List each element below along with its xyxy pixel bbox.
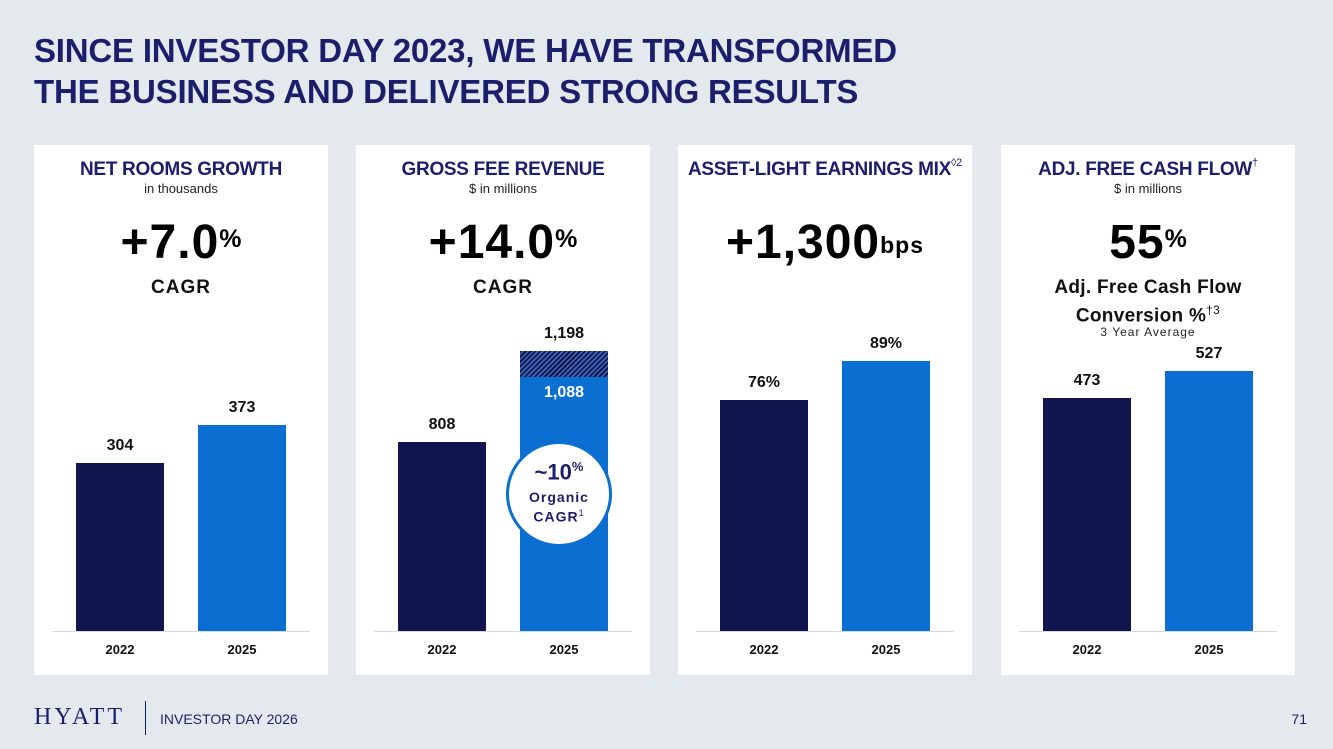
footnote-marker: 1 bbox=[578, 508, 585, 518]
bar-value-label: 76% bbox=[747, 374, 781, 392]
metric-description: Adj. Free Cash Flow Conversion %†3 bbox=[1001, 276, 1295, 327]
metric-value: +14.0 bbox=[428, 216, 556, 269]
headline-metric: +7.0% bbox=[34, 217, 328, 280]
x-axis-label: 2025 bbox=[227, 642, 257, 657]
x-axis-label: 2022 bbox=[749, 642, 779, 657]
metric-description-line-1: Adj. Free Cash Flow bbox=[1054, 277, 1242, 298]
callout-value: ~10% bbox=[509, 459, 609, 485]
metric-note: 3 Year Average bbox=[1100, 325, 1196, 339]
bar-2022 bbox=[398, 442, 486, 631]
page-title-line-1: SINCE INVESTOR DAY 2023, WE HAVE TRANSFO… bbox=[34, 32, 897, 69]
bar-value-label: 304 bbox=[106, 437, 134, 455]
bar-2022 bbox=[720, 400, 808, 631]
metric-unit: % bbox=[555, 225, 578, 253]
footnote-marker: †3 bbox=[1206, 303, 1221, 317]
footnote-marker: ◊2 bbox=[951, 157, 962, 169]
callout-label-line-1: Organic bbox=[529, 489, 589, 505]
bar-2025 bbox=[198, 425, 286, 631]
metric-unit: bps bbox=[880, 232, 925, 258]
x-axis-label: 2025 bbox=[871, 642, 901, 657]
bar-value-label-inner: 1,088 bbox=[543, 383, 585, 401]
headline-metric: +1,300bps bbox=[678, 217, 972, 280]
x-axis-label: 2025 bbox=[549, 642, 579, 657]
metric-label: CAGR bbox=[151, 277, 211, 298]
chart-baseline bbox=[696, 631, 954, 632]
card-title: ASSET-LIGHT EARNINGS MIX◊2 bbox=[678, 157, 972, 181]
bar-value-label: 1,198 bbox=[543, 325, 585, 342]
gross-fee-revenue-card: GROSS FEE REVENUE $ in millions +14.0% C… bbox=[356, 145, 650, 675]
chart-baseline bbox=[52, 631, 310, 632]
bar-2022 bbox=[1043, 397, 1131, 631]
footnote-marker: † bbox=[1252, 157, 1258, 169]
bar-2025 bbox=[1165, 371, 1253, 631]
bar-value-label: 808 bbox=[428, 416, 456, 434]
headline-metric: 55% bbox=[1001, 217, 1295, 280]
bar-value-label: 373 bbox=[228, 399, 256, 416]
bar-value-label: 473 bbox=[1073, 371, 1101, 389]
chart-baseline bbox=[1019, 631, 1277, 632]
metric-unit: % bbox=[219, 225, 242, 253]
callout-unit: % bbox=[571, 459, 584, 474]
card-title-text: GROSS FEE REVENUE bbox=[401, 159, 605, 180]
x-axis-label: 2022 bbox=[427, 642, 457, 657]
asset-light-earnings-mix-card: ASSET-LIGHT EARNINGS MIX◊2 +1,300bps 76%… bbox=[678, 145, 972, 675]
footer-event-label: INVESTOR DAY 2026 bbox=[160, 711, 298, 727]
metric-value: +1,300 bbox=[725, 216, 881, 269]
x-axis-label: 2022 bbox=[1072, 642, 1102, 657]
bar-value-label: 89% bbox=[869, 335, 903, 352]
card-title: NET ROOMS GROWTH bbox=[34, 159, 328, 181]
metric-label: CAGR bbox=[473, 277, 533, 298]
bar-value-label: 527 bbox=[1195, 345, 1223, 362]
card-title-text: ASSET-LIGHT EARNINGS MIX bbox=[687, 159, 952, 180]
callout-label-text: CAGR bbox=[533, 508, 579, 525]
card-title: GROSS FEE REVENUE bbox=[356, 159, 650, 181]
chart-baseline bbox=[374, 631, 632, 632]
callout-label-line-2: CAGR1 bbox=[509, 505, 609, 525]
bar-2025-increment bbox=[520, 351, 608, 377]
hyatt-logo: HYATT bbox=[34, 704, 125, 730]
adj-free-cash-flow-card: ADJ. FREE CASH FLOW† $ in millions 55% A… bbox=[1001, 145, 1295, 675]
bar-2022 bbox=[76, 463, 164, 631]
x-axis-label: 2025 bbox=[1194, 642, 1224, 657]
page-title: SINCE INVESTOR DAY 2023, WE HAVE TRANSFO… bbox=[34, 30, 897, 112]
metric-unit: % bbox=[1164, 225, 1187, 253]
card-subtitle: in thousands bbox=[144, 181, 218, 196]
x-axis-label: 2022 bbox=[105, 642, 135, 657]
card-subtitle: $ in millions bbox=[469, 181, 537, 196]
card-title-text: NET ROOMS GROWTH bbox=[79, 159, 283, 180]
callout-label: Organic CAGR1 bbox=[509, 489, 609, 525]
card-title: ADJ. FREE CASH FLOW† bbox=[1001, 157, 1295, 181]
bar-2025 bbox=[842, 361, 930, 631]
headline-metric: +14.0% bbox=[356, 217, 650, 280]
card-title-text: ADJ. FREE CASH FLOW bbox=[1038, 159, 1253, 180]
net-rooms-growth-card: NET ROOMS GROWTH in thousands +7.0% CAGR… bbox=[34, 145, 328, 675]
callout-value-text: ~10 bbox=[534, 459, 572, 485]
card-subtitle: $ in millions bbox=[1114, 181, 1182, 196]
metric-description-text: Conversion % bbox=[1075, 305, 1207, 327]
metric-value: +7.0 bbox=[120, 216, 220, 269]
page-title-line-2: THE BUSINESS AND DELIVERED STRONG RESULT… bbox=[34, 73, 859, 110]
page-number: 71 bbox=[1291, 711, 1307, 727]
metric-description-line-2: Conversion %†3 bbox=[1001, 299, 1295, 327]
footer-divider bbox=[145, 701, 146, 735]
organic-cagr-callout: ~10% Organic CAGR1 bbox=[506, 441, 612, 547]
metric-value: 55 bbox=[1109, 216, 1165, 269]
